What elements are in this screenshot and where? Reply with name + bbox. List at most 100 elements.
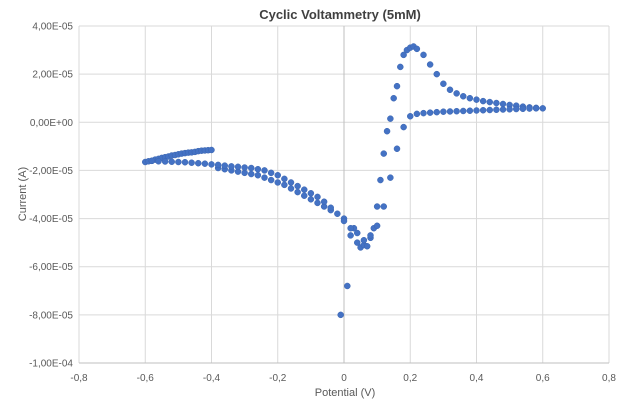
data-point — [413, 110, 421, 118]
data-point — [281, 181, 288, 189]
data-point — [426, 61, 434, 68]
data-point — [486, 106, 493, 114]
data-point — [201, 160, 209, 167]
data-point — [294, 182, 301, 190]
data-point — [426, 109, 434, 116]
data-point — [208, 146, 215, 154]
x-tick-label: 0,6 — [536, 373, 550, 384]
data-point — [519, 105, 527, 113]
data-point — [373, 203, 381, 210]
data-point — [347, 232, 354, 239]
x-tick-label: -0,4 — [203, 373, 221, 384]
data-point — [532, 105, 540, 112]
data-point — [287, 179, 295, 186]
data-point — [181, 158, 189, 166]
data-point — [466, 94, 474, 102]
data-point — [539, 105, 546, 112]
data-point — [440, 80, 447, 88]
y-tick-label: 4,00E-05 — [32, 22, 73, 33]
data-point — [221, 162, 228, 169]
data-point — [155, 158, 162, 165]
data-point — [195, 159, 202, 167]
data-point — [446, 86, 454, 94]
data-point — [453, 107, 460, 115]
data-point — [314, 193, 321, 201]
data-point — [446, 108, 454, 115]
data-points — [142, 43, 546, 319]
data-point — [354, 229, 361, 237]
data-point — [373, 222, 381, 230]
data-point — [393, 82, 401, 90]
data-point — [526, 105, 533, 112]
data-point — [287, 185, 295, 192]
data-point — [407, 113, 414, 120]
data-point — [228, 163, 235, 170]
data-point — [161, 158, 169, 165]
data-point — [397, 63, 404, 71]
data-point — [261, 174, 268, 181]
data-point — [513, 105, 520, 113]
data-point — [473, 96, 480, 103]
data-point — [460, 93, 467, 100]
data-point — [383, 127, 391, 135]
data-point — [390, 94, 397, 102]
y-tick-label: 2,00E-05 — [32, 70, 73, 81]
data-point — [479, 97, 487, 105]
data-point — [254, 165, 262, 173]
x-tick-label: 0,8 — [602, 373, 616, 384]
data-point — [377, 176, 384, 184]
data-point — [188, 159, 195, 166]
data-point — [433, 108, 440, 116]
data-point — [433, 70, 440, 78]
data-point — [440, 108, 447, 115]
data-point — [400, 51, 407, 59]
data-point — [314, 199, 321, 207]
data-point — [347, 224, 354, 232]
data-point — [307, 190, 315, 197]
data-point — [168, 158, 175, 166]
data-point — [274, 179, 281, 186]
y-tick-label: -2,00E-05 — [29, 166, 73, 177]
data-point — [413, 45, 421, 53]
data-point — [493, 106, 500, 114]
data-point — [281, 175, 288, 183]
data-point — [393, 145, 401, 153]
y-tick-labels: 4,00E-05 2,00E-05 0,00E+00 -2,00E-05 -4,00E-… — [29, 22, 73, 370]
x-axis-title: Potential (V) — [315, 387, 376, 399]
data-point — [241, 164, 248, 171]
data-point — [214, 161, 222, 169]
data-point — [248, 170, 255, 178]
data-point — [327, 204, 334, 211]
data-point — [380, 150, 387, 157]
data-point — [274, 171, 281, 179]
data-point — [301, 186, 308, 193]
data-point — [363, 243, 371, 250]
y-tick-label: -4,00E-05 — [29, 214, 73, 225]
data-point — [473, 107, 480, 114]
data-point — [344, 282, 351, 290]
data-point — [387, 174, 394, 181]
x-tick-labels: -0,8 -0,6 -0,4 -0,2 0 0,2 0,4 0,6 0,8 — [70, 373, 616, 384]
y-tick-label: 0,00E+00 — [30, 118, 74, 129]
data-point — [234, 163, 242, 171]
data-point — [267, 176, 275, 184]
data-point — [380, 203, 387, 210]
data-point — [354, 239, 361, 246]
data-point — [248, 164, 255, 172]
data-point — [175, 158, 182, 166]
data-point — [307, 196, 315, 203]
data-point — [420, 51, 427, 59]
data-point — [420, 109, 427, 117]
data-point — [294, 188, 301, 196]
data-point — [499, 100, 507, 108]
data-point — [254, 171, 262, 179]
data-point — [493, 99, 500, 107]
data-point — [148, 157, 156, 165]
y-tick-label: -6,00E-05 — [29, 262, 73, 273]
y-tick-label: -1,00E-04 — [29, 359, 73, 370]
chart-title: Cyclic Voltammetry (5mM) — [259, 7, 421, 22]
data-point — [453, 90, 460, 97]
data-point — [334, 210, 341, 218]
